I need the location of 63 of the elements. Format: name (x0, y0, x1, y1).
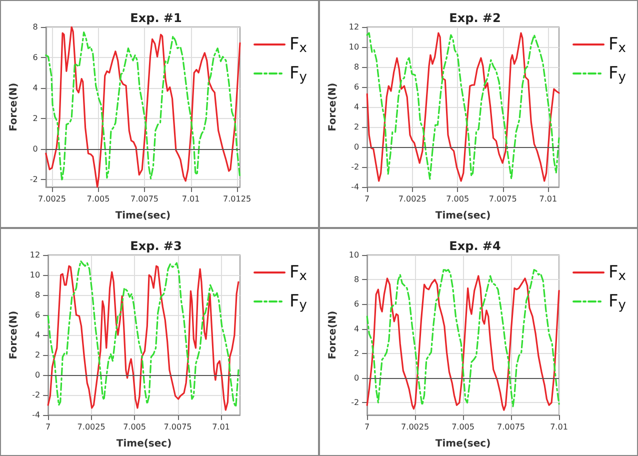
x-axis-title: Time(sec) (115, 210, 171, 222)
y-tick-label: 2 (354, 348, 360, 358)
x-axis-title: Time(sec) (435, 210, 491, 222)
x-tick-label: 7.0075 (488, 194, 517, 204)
y-axis-title: Force(N) (8, 82, 20, 132)
x-tick-label: 7.01 (539, 194, 558, 204)
x-tick-label: 7.0025 (38, 194, 66, 204)
y-tick-label: 0 (354, 374, 360, 383)
x-tick-label: 7.0075 (497, 422, 526, 432)
y-tick-label: -4 (351, 182, 360, 192)
x-tick-label: 7.0125 (223, 194, 252, 204)
x-axis-title: Time(sec) (435, 438, 491, 450)
x-tick-label: 7.0025 (398, 194, 426, 204)
y-tick-label: 8 (32, 22, 38, 32)
y-tick-label: -2 (32, 390, 40, 400)
y-tick-label: 0 (354, 142, 360, 152)
y-axis-title: Force(N) (328, 82, 338, 132)
y-tick-label: 6 (354, 82, 360, 92)
x-tick-label: 7.0025 (77, 422, 106, 432)
y-tick-label: 0 (34, 370, 40, 380)
y-axis-title: Force(N) (328, 310, 338, 360)
y-tick-label: 12 (30, 250, 40, 260)
y-tick-label: 2 (32, 114, 38, 123)
chart-title: Exp. #1 (130, 11, 182, 25)
y-tick-label: 4 (34, 330, 40, 340)
x-tick-label: 7 (364, 422, 370, 432)
x-tick-label: 7.01 (182, 194, 200, 204)
y-tick-label: 12 (348, 22, 360, 32)
y-tick-label: 10 (348, 250, 360, 260)
x-axis-title: Time(sec) (116, 438, 172, 450)
chart-title: Exp. #4 (449, 239, 501, 253)
x-tick-label: 7.0075 (130, 194, 159, 204)
chart-title: Exp. #3 (130, 239, 182, 253)
y-tick-label: 4 (354, 324, 360, 334)
x-tick-label: 7.005 (452, 422, 474, 432)
x-tick-label: 7.01 (550, 422, 568, 432)
y-tick-label: 6 (32, 52, 38, 62)
y-tick-label: 2 (34, 350, 40, 360)
y-tick-label: 4 (354, 102, 360, 112)
x-tick-label: 7.0075 (164, 422, 192, 432)
x-tick-label: 7 (46, 422, 51, 432)
y-tick-label: 2 (354, 122, 360, 132)
x-tick-label: 7.005 (86, 194, 110, 204)
x-tick-label: 7.0025 (401, 422, 430, 432)
y-tick-label: -2 (351, 162, 360, 172)
y-tick-label: 6 (34, 310, 40, 320)
chart-title: Exp. #2 (449, 11, 501, 25)
x-tick-label: 7.005 (123, 422, 146, 432)
y-tick-label: 8 (34, 290, 40, 300)
y-tick-label: -2 (351, 398, 360, 408)
y-tick-label: -4 (32, 410, 40, 420)
y-tick-label: 10 (30, 270, 40, 280)
y-axis-title: Force(N) (8, 310, 20, 360)
x-tick-label: 7.005 (446, 194, 470, 204)
y-tick-label: 4 (32, 83, 38, 92)
y-tick-label: 8 (354, 275, 360, 284)
y-tick-label: 10 (348, 42, 360, 52)
x-tick-label: 7 (364, 194, 370, 204)
y-tick-label: 8 (354, 62, 360, 72)
y-tick-label: -2 (30, 174, 38, 184)
y-tick-label: 6 (354, 300, 360, 309)
y-tick-label: 0 (32, 144, 38, 154)
x-tick-label: 7.01 (212, 422, 230, 432)
